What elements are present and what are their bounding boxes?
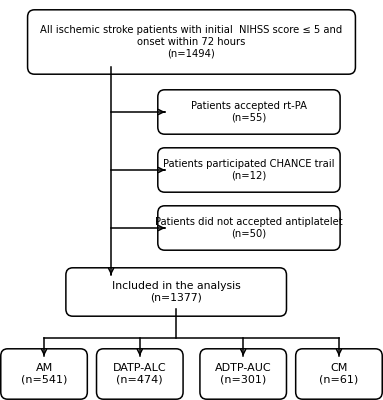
FancyBboxPatch shape bbox=[158, 90, 340, 134]
Text: ADTP-AUC
(n=301): ADTP-AUC (n=301) bbox=[215, 363, 272, 385]
FancyBboxPatch shape bbox=[97, 349, 183, 399]
Text: AM
(n=541): AM (n=541) bbox=[21, 363, 67, 385]
FancyBboxPatch shape bbox=[158, 206, 340, 250]
FancyBboxPatch shape bbox=[66, 268, 286, 316]
Text: Patients accepted rt-PA
(n=55): Patients accepted rt-PA (n=55) bbox=[191, 101, 307, 123]
Text: DATP-ALC
(n=474): DATP-ALC (n=474) bbox=[113, 363, 167, 385]
FancyBboxPatch shape bbox=[296, 349, 382, 399]
Text: Patients did not accepted antiplatelet
(n=50): Patients did not accepted antiplatelet (… bbox=[155, 217, 343, 239]
Text: Patients participated CHANCE trail
(n=12): Patients participated CHANCE trail (n=12… bbox=[163, 159, 335, 181]
FancyBboxPatch shape bbox=[158, 148, 340, 192]
FancyBboxPatch shape bbox=[1, 349, 87, 399]
Text: Included in the analysis
(n=1377): Included in the analysis (n=1377) bbox=[112, 281, 241, 303]
FancyBboxPatch shape bbox=[28, 10, 355, 74]
Text: All ischemic stroke patients with initial  NIHSS score ≤ 5 and
onset within 72 h: All ischemic stroke patients with initia… bbox=[40, 25, 343, 59]
Text: CM
(n=61): CM (n=61) bbox=[319, 363, 358, 385]
FancyBboxPatch shape bbox=[200, 349, 286, 399]
